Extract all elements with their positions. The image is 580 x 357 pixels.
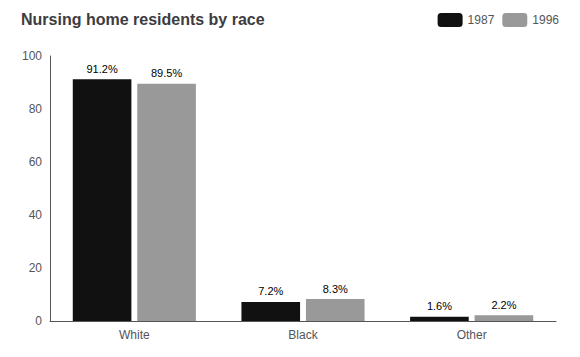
svg-text:8.3%: 8.3%: [323, 283, 348, 295]
svg-text:1987: 1987: [468, 13, 495, 27]
svg-text:60: 60: [29, 155, 43, 169]
svg-text:2.2%: 2.2%: [491, 299, 516, 311]
svg-text:Nursing home residents by race: Nursing home residents by race: [21, 11, 265, 28]
svg-text:20: 20: [29, 261, 43, 275]
svg-text:Other: Other: [457, 328, 487, 342]
svg-text:White: White: [119, 328, 150, 342]
svg-text:40: 40: [29, 208, 43, 222]
svg-text:7.2%: 7.2%: [258, 285, 283, 297]
svg-text:1.6%: 1.6%: [427, 300, 452, 312]
svg-text:91.2%: 91.2%: [86, 63, 117, 75]
svg-text:80: 80: [29, 102, 43, 116]
svg-text:89.5%: 89.5%: [151, 67, 182, 79]
svg-text:100: 100: [22, 49, 42, 63]
svg-text:Black: Black: [288, 328, 318, 342]
svg-text:0: 0: [35, 314, 42, 328]
svg-text:1996: 1996: [532, 13, 559, 27]
